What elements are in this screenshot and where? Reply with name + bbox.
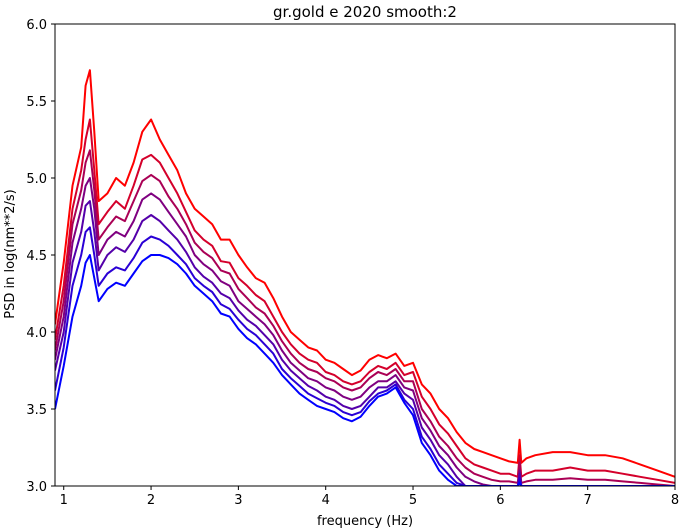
series-line-3: [55, 149, 675, 486]
tick-layer: 1 2 3 4 5 6 7 8 3.0 3.5 4.0 4.5 5.0 5.5 6.0: [26, 18, 679, 508]
plot-frame: [54, 23, 676, 487]
x-tick-label: 3: [234, 493, 242, 508]
chart-title: gr.gold e 2020 smooth:2: [273, 3, 457, 21]
series-line-7: [55, 254, 675, 486]
y-tick-label: 4.0: [26, 326, 47, 341]
x-tick-label: 2: [147, 493, 155, 508]
series-line-5: [55, 200, 675, 486]
x-tick-label: 1: [60, 493, 68, 508]
y-tick-label: 5.5: [26, 95, 47, 110]
y-tick-label: 3.0: [26, 480, 47, 495]
y-tick-label: 4.5: [26, 249, 47, 264]
series-layer: [55, 69, 675, 486]
x-tick-label: 5: [409, 493, 417, 508]
series-line-2: [55, 118, 675, 484]
series-line-6: [55, 226, 675, 486]
x-tick-label: 8: [671, 493, 679, 508]
x-tick-label: 7: [584, 493, 592, 508]
y-tick-label: 3.5: [26, 403, 47, 418]
series-line-1: [55, 69, 675, 478]
x-tick-label: 4: [322, 493, 330, 508]
y-tick-label: 6.0: [26, 18, 47, 33]
y-axis-label: PSD in log(nm**2/s): [3, 189, 18, 319]
y-tick-label: 5.0: [26, 172, 47, 187]
x-tick-label: 6: [496, 493, 504, 508]
x-axis-label: frequency (Hz): [317, 514, 413, 529]
